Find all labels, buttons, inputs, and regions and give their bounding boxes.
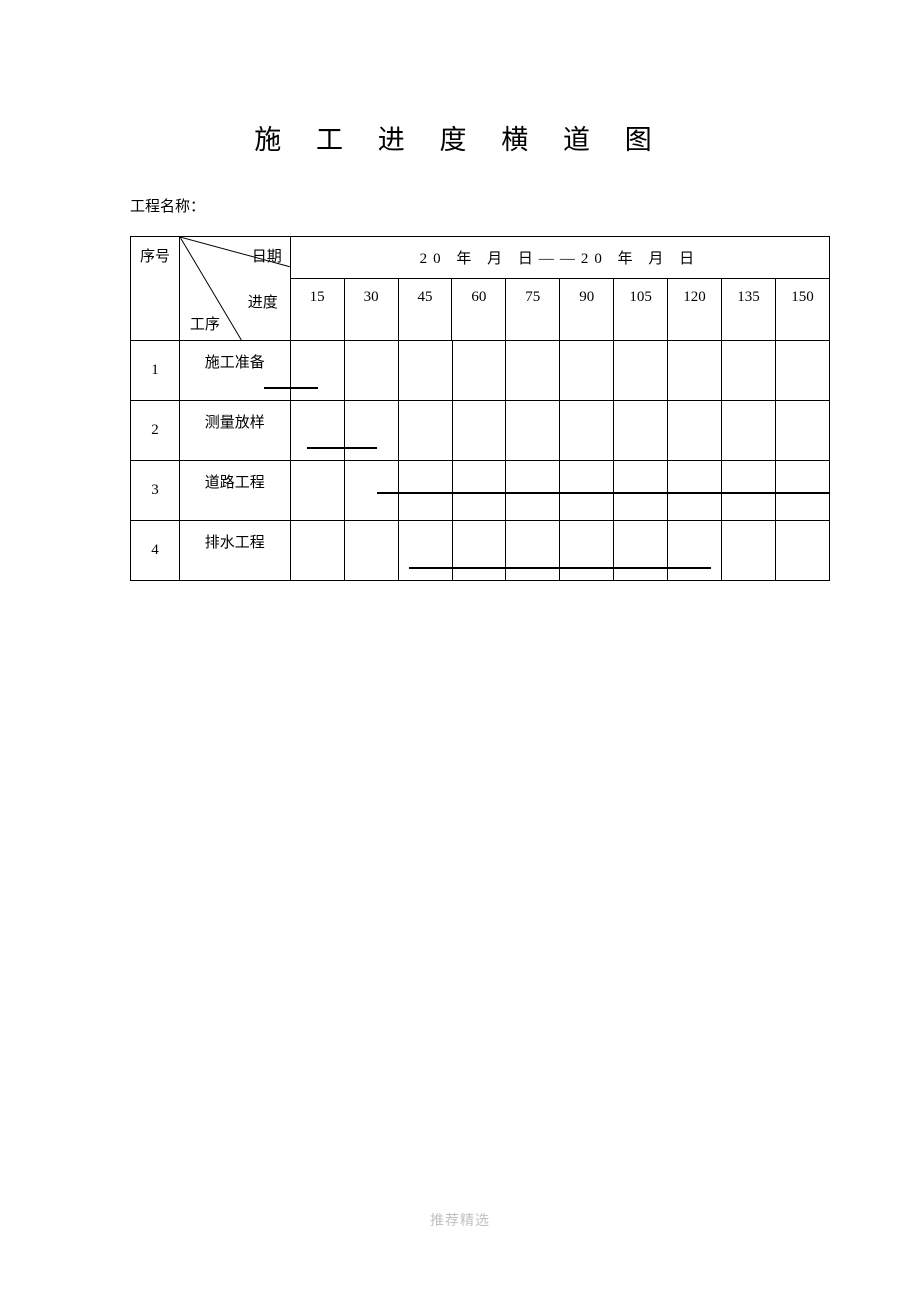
- day-label: 75: [525, 289, 540, 305]
- row-task: 测量放样: [179, 401, 290, 461]
- row-bar-area: [290, 341, 829, 401]
- day-label: 135: [737, 289, 760, 305]
- header-seq-label: 序号: [131, 245, 179, 266]
- row-seq: 3: [131, 461, 180, 521]
- gantt-bar: [409, 567, 710, 569]
- day-label: 90: [579, 289, 594, 305]
- header-day: 75: [506, 279, 560, 341]
- header-day: 135: [721, 279, 775, 341]
- table-row: 3 道路工程: [131, 461, 830, 521]
- header-process-label: 工序: [190, 313, 220, 334]
- task-label: 排水工程: [205, 535, 265, 551]
- header-row-1: 序号 日期 进度 工序 20 年 月 日——20 年 月 日: [131, 237, 830, 279]
- header-day: 120: [668, 279, 722, 341]
- day-label: 45: [417, 289, 432, 305]
- header-day: 150: [775, 279, 829, 341]
- row-seq: 4: [131, 521, 180, 581]
- day-label: 15: [310, 289, 325, 305]
- header-seq: 序号: [131, 237, 180, 341]
- gantt-bar: [264, 387, 318, 389]
- row-seq: 2: [131, 401, 180, 461]
- task-label: 道路工程: [205, 475, 265, 491]
- header-day: 60: [452, 279, 506, 341]
- header-date-range: 20 年 月 日——20 年 月 日: [290, 237, 829, 279]
- row-task: 道路工程: [179, 461, 290, 521]
- table-row: 4 排水工程: [131, 521, 830, 581]
- project-name-label: 工程名称：: [130, 195, 205, 216]
- header-day: 45: [398, 279, 452, 341]
- row-seq: 1: [131, 341, 180, 401]
- task-label: 测量放样: [205, 415, 265, 431]
- header-day: 30: [344, 279, 398, 341]
- date-range-text: 20 年 月 日——20 年 月 日: [420, 251, 701, 267]
- table-row: 1 施工准备: [131, 341, 830, 401]
- header-date-label: 日期: [252, 245, 282, 266]
- header-day: 90: [560, 279, 614, 341]
- day-label: 150: [791, 289, 814, 305]
- row-task: 施工准备: [179, 341, 290, 401]
- header-progress-label: 进度: [248, 291, 278, 312]
- row-bar-area: [290, 461, 829, 521]
- row-task: 排水工程: [179, 521, 290, 581]
- day-label: 120: [683, 289, 706, 305]
- header-day: 15: [290, 279, 344, 341]
- day-label: 30: [364, 289, 379, 305]
- day-label: 60: [471, 289, 486, 305]
- row-bar-area: [290, 521, 829, 581]
- gantt-bar: [377, 492, 829, 494]
- gantt-table: 序号 日期 进度 工序 20 年 月 日——20 年 月 日 15 30 45 …: [130, 236, 830, 581]
- page-title: 施 工 进 度 横 道 图: [0, 118, 920, 157]
- header-corner-cell: 日期 进度 工序: [179, 237, 290, 341]
- row-bar-area: [290, 401, 829, 461]
- day-label: 105: [629, 289, 652, 305]
- header-day: 105: [614, 279, 668, 341]
- task-label: 施工准备: [205, 355, 265, 371]
- gantt-bar: [307, 447, 377, 449]
- footer-text: 推荐精选: [0, 1210, 920, 1230]
- table-row: 2 测量放样: [131, 401, 830, 461]
